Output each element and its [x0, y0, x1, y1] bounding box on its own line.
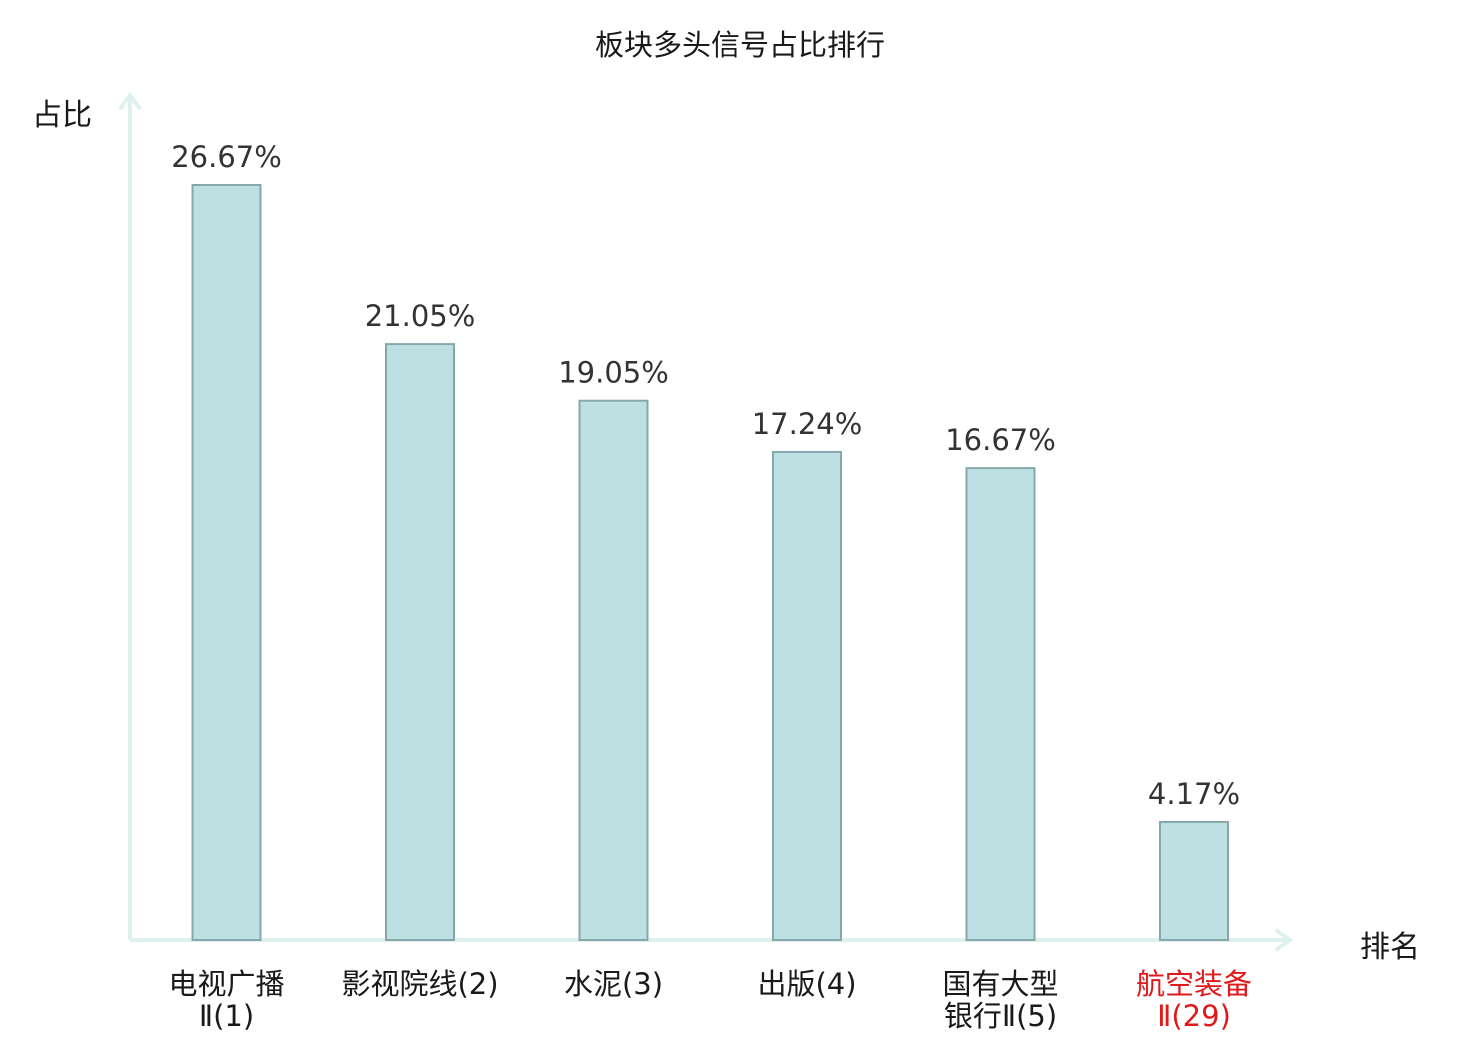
value-label: 16.67%	[945, 423, 1056, 457]
bar	[1159, 820, 1229, 942]
value-labels: 26.67% 21.05% 19.05% 17.24% 16.67% 4.17%	[171, 140, 1240, 811]
bars	[191, 184, 1229, 942]
category-label: 影视院线(2)	[341, 967, 498, 1001]
bar	[385, 343, 455, 941]
category-label: 国有大型	[942, 967, 1058, 1001]
y-axis-label: 占比	[32, 98, 92, 133]
axes	[118, 91, 1294, 952]
value-label: 19.05%	[558, 356, 669, 390]
category-label: 水泥(3)	[564, 967, 663, 1001]
category-label: 航空装备	[1136, 967, 1252, 1001]
category-label: Ⅱ(1)	[199, 999, 254, 1033]
x-axis-label: 排名	[1360, 930, 1420, 965]
category-label: 电视广播	[168, 967, 284, 1001]
bar	[191, 184, 262, 941]
y-axis-arrow	[118, 91, 142, 111]
category-label: 银行Ⅱ(5)	[944, 999, 1057, 1033]
x-axis-arrow	[1274, 928, 1294, 952]
bar	[578, 399, 649, 941]
value-label: 4.17%	[1148, 777, 1240, 811]
category-label: 出版(4)	[757, 967, 856, 1001]
value-label: 21.05%	[365, 299, 476, 333]
bar	[772, 450, 842, 941]
chart-title: 板块多头信号占比排行	[594, 28, 885, 62]
bar	[965, 467, 1036, 941]
value-label: 26.67%	[171, 140, 282, 174]
category-label: Ⅱ(29)	[1157, 999, 1231, 1033]
value-label: 17.24%	[752, 407, 863, 441]
